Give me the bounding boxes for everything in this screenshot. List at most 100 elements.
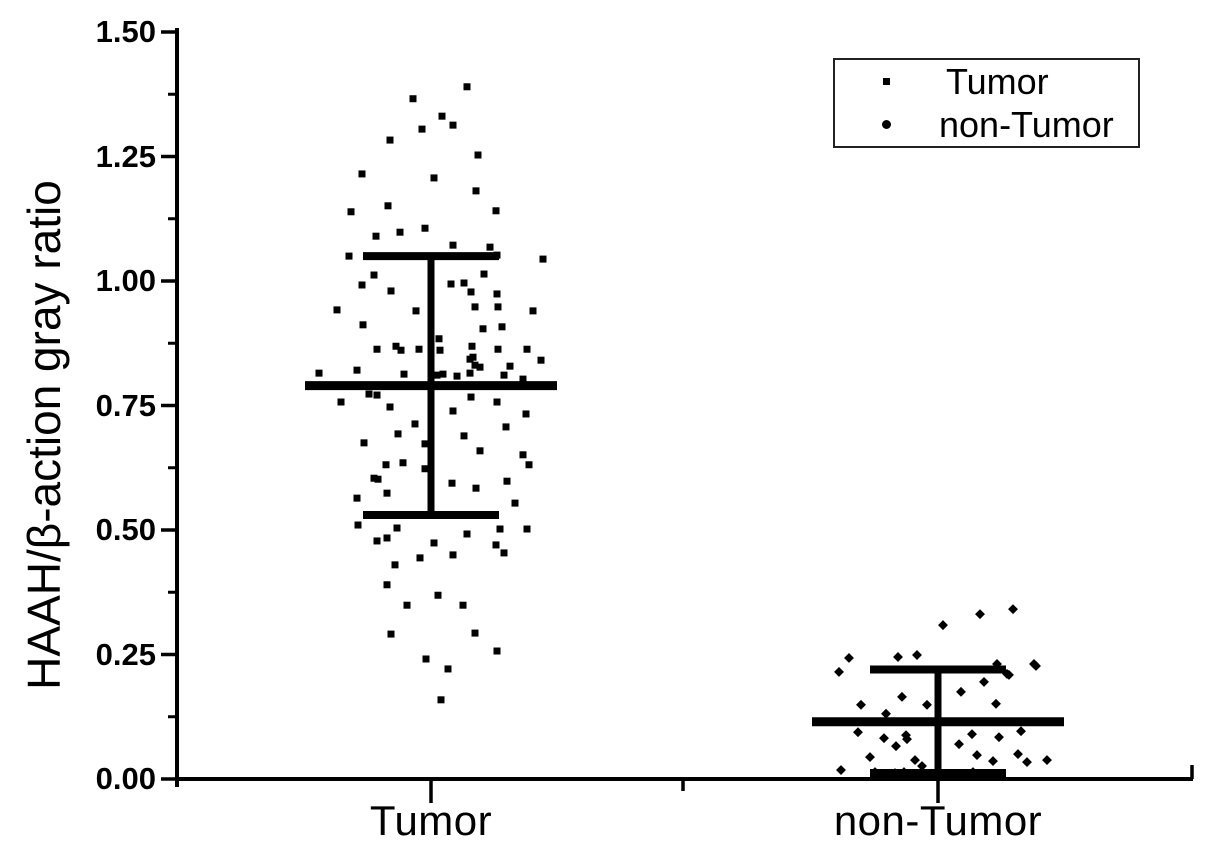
tumor-point [409,95,417,103]
tumor-point [373,345,381,353]
tumor-point [394,430,402,438]
tumor-point [387,630,395,638]
tumor-point [522,410,530,418]
tumor-point [498,323,506,331]
tumor-point [359,321,367,329]
tumor-point [494,345,502,353]
non-tumor-point [834,666,844,677]
tumor-point [437,696,445,704]
legend-non-tumor-dot-marker-icon [882,120,891,129]
tumor-point [503,477,511,485]
y-tick-label: 1.50 [95,14,156,49]
tumor-point [537,356,545,364]
non-tumor-point [1016,726,1026,737]
non-tumor-point [891,741,901,752]
legend-tumor-square-marker-icon [883,78,890,85]
tumor-point [370,271,378,279]
tumor-point [373,537,381,545]
tumor-point [384,202,392,210]
tumor-point [467,288,475,296]
non-tumor-point [844,653,854,663]
non-tumor-point [991,698,1001,709]
tumor-point [449,407,457,415]
tumor-point [415,345,423,353]
tumor-point [476,363,484,371]
tumor-point [433,371,441,379]
tumor-point [523,345,531,353]
tumor-point [382,461,390,469]
tumor-point [463,530,471,538]
non-tumor-point [1008,604,1018,615]
non-tumor-point [1022,757,1032,768]
tumor-point [421,465,429,473]
non-tumor-point [902,734,912,745]
tumor-point [365,390,373,398]
non-tumor-point [910,755,920,766]
tumor-point [463,83,471,91]
non-tumor-point [1013,749,1023,760]
tumor-point [354,521,362,529]
tumor-point [436,346,444,354]
tumor-point [353,366,361,374]
tumor-point [421,440,429,448]
tumor-point [500,371,508,379]
x-category-label-non-tumor: non-Tumor [833,797,1043,844]
non-tumor-point [897,691,907,702]
tumor-point [353,494,361,502]
non-tumor-point [954,739,964,750]
legend-non-tumor-label: non-Tumor [939,103,1114,145]
tumor-point [400,370,408,378]
non-tumor-point [1004,669,1014,680]
tumor-point [360,439,368,447]
tumor-point [383,534,391,542]
tumor-point [492,541,500,549]
y-tick-label: 0.00 [95,761,156,796]
tumor-point [500,549,508,557]
non-tumor-point [1029,659,1039,669]
tumor-point [459,601,467,609]
tumor-point [468,342,476,350]
non-tumor-point [917,761,927,772]
tumor-point [449,121,457,129]
y-tick-label: 0.50 [95,512,156,547]
non-tumor-point [836,765,846,775]
legend-tumor-label: Tumor [946,60,1049,102]
y-tick-label: 0.25 [95,636,156,672]
non-tumor-point [956,686,966,697]
x-category-label-tumor: Tumor [369,797,493,844]
tumor-point [519,451,527,459]
non-tumor-point [881,708,891,719]
non-tumor-point [979,676,989,687]
non-tumor-point [893,652,903,662]
tumor-point [439,370,447,378]
y-tick-label: 0.75 [95,387,156,423]
tumor-point [370,474,378,482]
tumor-point [358,170,366,178]
tumor-point [529,307,537,315]
non-tumor-point [865,752,875,763]
legend: Tumor non-Tumor [833,58,1140,148]
tumor-point [449,551,457,559]
tumor-point [506,362,514,370]
tumor-point [373,391,381,399]
tumor-point [471,629,479,637]
y-axis-title: HAAH/β-action gray ratio [18,180,70,690]
non-tumor-point [879,733,889,744]
tumor-point [386,403,394,411]
tumor-point [397,346,405,354]
non-tumor-point [856,699,866,710]
tumor-point [421,224,429,232]
non-tumor-point [972,750,982,761]
tumor-point [383,581,391,589]
tumor-point [525,461,533,469]
tumor-point [511,499,519,507]
tumor-point [435,335,443,343]
tumor-point [471,361,479,369]
non-tumor-point [912,650,922,660]
tumor-point [411,420,419,428]
tumor-point [480,270,488,278]
tumor-point [448,479,456,487]
tumor-point [396,228,404,236]
legend-row-non-tumor: non-Tumor [835,103,1138,146]
y-tick-label: 1.00 [95,263,156,298]
